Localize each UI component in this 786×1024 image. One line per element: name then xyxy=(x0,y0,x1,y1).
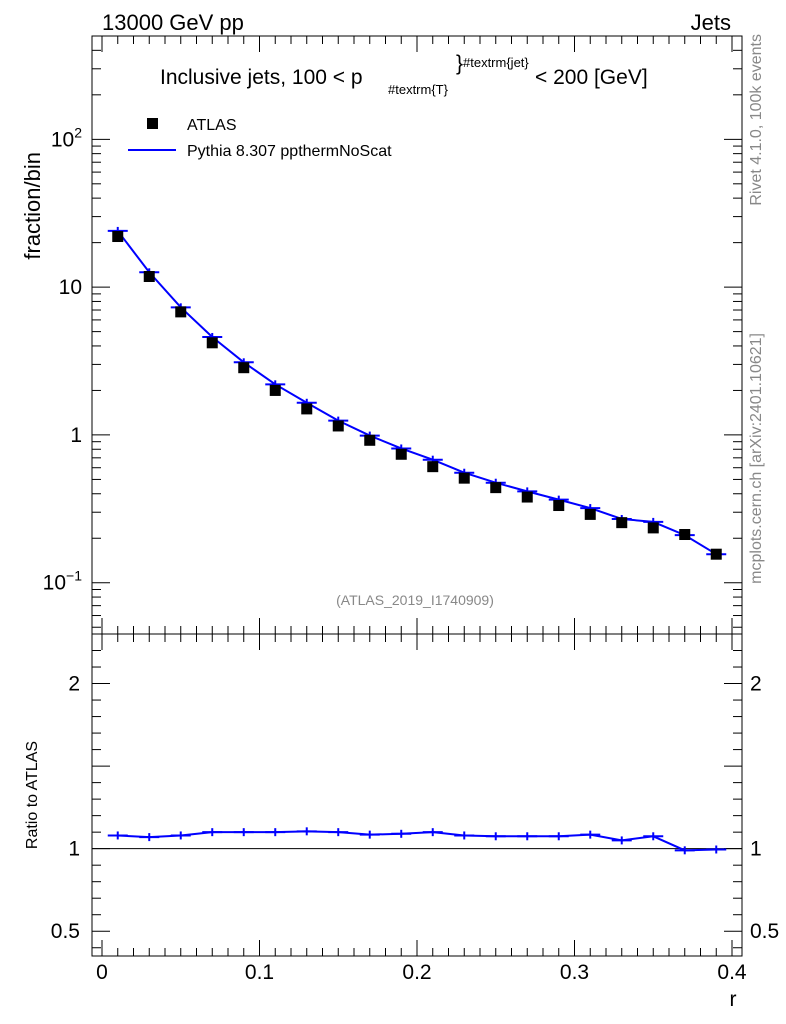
atlas-data-point xyxy=(710,548,722,560)
atlas-data-point xyxy=(269,384,281,396)
main-y-tick-label: 1 xyxy=(70,424,82,447)
rivet-version-label: Rivet 4.1.0, 100k events xyxy=(748,34,765,206)
atlas-data-point xyxy=(521,491,533,503)
atlas-data-point xyxy=(332,420,344,432)
atlas-data-point xyxy=(238,362,250,374)
ratio-y-tick-label-right: 1 xyxy=(750,838,762,861)
legend-label-pythia: Pythia 8.307 ppthermNoScat xyxy=(187,143,392,160)
title-main-text: Inclusive jets, 100 < p xyxy=(160,66,363,89)
main-title: Inclusive jets, 100 < p #textrm{T} } #te… xyxy=(160,52,648,97)
header-left: 13000 GeV pp xyxy=(102,10,244,35)
atlas-data-point xyxy=(301,403,313,415)
main-data-series xyxy=(112,231,722,560)
x-axis-label: r xyxy=(730,988,737,1011)
main-y-tick-label: 10−1 xyxy=(43,568,83,595)
atlas-data-point xyxy=(490,482,502,494)
header-right: Jets xyxy=(691,10,731,35)
main-tick-marks xyxy=(92,35,742,634)
atlas-data-point xyxy=(112,231,124,243)
atlas-data-point xyxy=(458,472,470,484)
atlas-data-point xyxy=(679,529,691,541)
atlas-data-point xyxy=(395,448,407,460)
ratio-y-tick-labels: 0.5 0.5 1 1 2 2 xyxy=(51,673,779,944)
ratio-y-tick-label-left: 0.5 xyxy=(51,920,80,943)
title-subscript: #textrm{T} xyxy=(388,82,449,97)
ratio-mc-series xyxy=(107,827,727,855)
atlas-data-point xyxy=(175,306,187,318)
atlas-data-point xyxy=(647,522,659,534)
ratio-y-tick-label-right: 0.5 xyxy=(750,920,779,943)
ratio-y-tick-label-left: 2 xyxy=(68,673,80,696)
x-tick-label: 0.2 xyxy=(402,961,431,984)
atlas-data-point xyxy=(616,517,628,529)
atlas-data-point xyxy=(143,270,155,282)
mcplots-source-label: mcplots.cern.ch [arXiv:2401.10621] xyxy=(748,333,765,584)
x-tick-label: 0.4 xyxy=(717,961,747,984)
x-tick-label: 0 xyxy=(96,961,108,984)
ratio-y-tick-label-right: 2 xyxy=(750,673,762,696)
title-superscript: #textrm{jet} xyxy=(463,55,529,70)
main-y-tick-labels: 10−1 1 10 102 xyxy=(43,124,83,594)
main-y-tick-label: 102 xyxy=(51,124,82,151)
legend-marker-atlas xyxy=(147,118,158,129)
ratio-y-axis-label: Ratio to ATLAS xyxy=(24,741,41,849)
x-tick-label: 0.3 xyxy=(560,961,589,984)
ratio-x-tick-labels: 0 0.1 0.2 0.3 0.4 xyxy=(96,961,747,984)
title-brace: } xyxy=(456,52,463,75)
mc-curve xyxy=(116,230,717,556)
legend-label-atlas: ATLAS xyxy=(187,117,237,134)
atlas-data-point xyxy=(364,434,376,446)
atlas-data-point xyxy=(584,508,596,520)
ratio-panel: 0.5 0.51 12 2 0 0.1 0.2 0.3 0.4 Ratio to ATLAS … xyxy=(24,633,779,1011)
atlas-data-point xyxy=(553,500,565,512)
main-y-axis-label: fraction/bin xyxy=(20,152,45,260)
ratio-tick-marks xyxy=(92,633,742,956)
atlas-data-point xyxy=(427,461,439,473)
main-panel: 10−1 1 10 102 fraction/bin Inclusive jets, … xyxy=(20,35,743,635)
x-tick-label: 0.1 xyxy=(245,961,274,984)
main-mc-series xyxy=(107,226,727,559)
analysis-watermark: (ATLAS_2019_I1740909) xyxy=(336,592,494,608)
title-tail: < 200 [GeV] xyxy=(535,66,648,89)
ratio-y-tick-label-left: 1 xyxy=(68,838,80,861)
ratio-panel-frame xyxy=(91,633,743,957)
atlas-data-point xyxy=(206,337,218,349)
main-y-tick-label: 10 xyxy=(59,276,82,299)
legend: ATLAS Pythia 8.307 ppthermNoScat xyxy=(128,117,392,160)
